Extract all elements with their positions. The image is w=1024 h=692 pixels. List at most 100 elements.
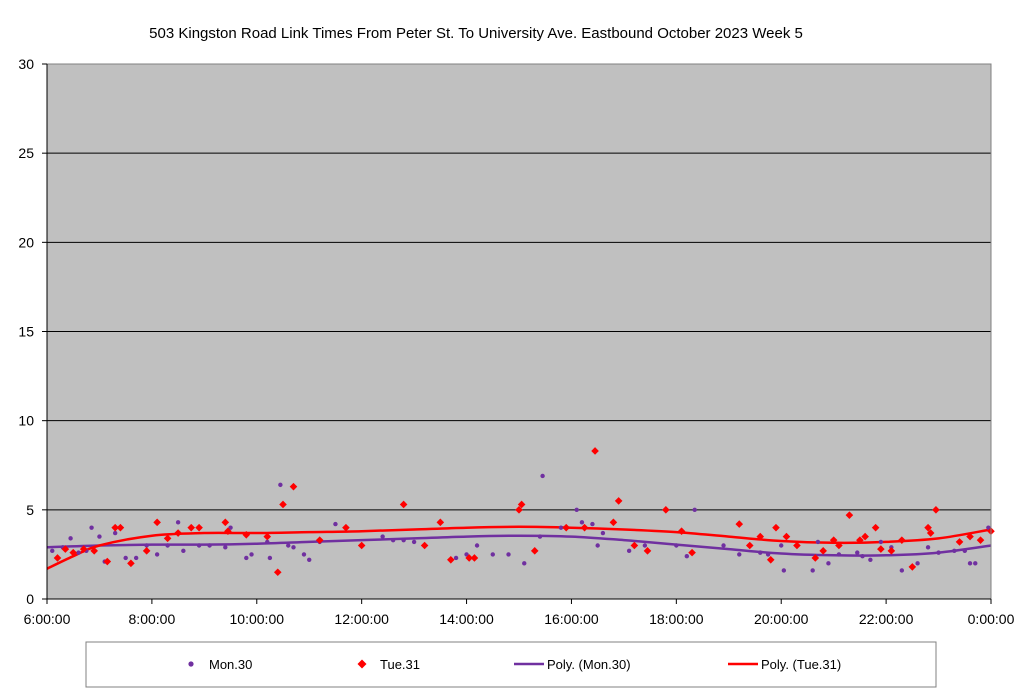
point-tue31 — [174, 529, 182, 537]
point-tue31 — [436, 518, 445, 527]
point-mon30 — [453, 555, 459, 561]
chart-title: 503 Kingston Road Link Times From Peter … — [149, 25, 803, 42]
point-mon30 — [154, 552, 160, 557]
point-tue31 — [79, 545, 88, 553]
point-mon30 — [915, 561, 920, 566]
point-tue31 — [662, 506, 670, 514]
point-mon30 — [590, 521, 595, 527]
point-mon30 — [537, 534, 543, 539]
legend: Mon.30 Tue.31 Poly. (Mon.30) Poly. (Tue.… — [85, 641, 937, 688]
point-tue31 — [793, 541, 801, 550]
point-mon30 — [826, 561, 831, 566]
x-tick-label: 20:00:00 — [754, 611, 809, 627]
point-tue31 — [782, 532, 791, 541]
point-mon30 — [522, 561, 527, 566]
point-tue31 — [955, 538, 964, 546]
x-tick-label: 0:00:00 — [968, 611, 1015, 627]
point-mon30 — [855, 550, 860, 555]
point-tue31 — [976, 536, 985, 544]
point-tue31 — [279, 500, 287, 509]
point-tue31 — [399, 500, 408, 509]
trendline-tue31 — [46, 525, 992, 570]
point-tue31 — [263, 532, 272, 541]
point-tue31 — [53, 554, 62, 562]
point-mon30 — [464, 552, 469, 557]
point-mon30 — [595, 543, 600, 548]
x-tick-label: 22:00:00 — [859, 611, 914, 627]
point-tue31 — [515, 506, 523, 514]
point-mon30 — [692, 507, 697, 513]
point-tue31 — [163, 534, 172, 543]
point-mon30 — [737, 552, 742, 557]
y-axis: 0 5 10 15 20 25 30 — [18, 56, 48, 607]
data-points — [50, 447, 995, 577]
point-mon30 — [301, 552, 307, 557]
point-tue31 — [924, 523, 932, 532]
point-mon30 — [899, 568, 905, 573]
point-tue31 — [111, 523, 119, 532]
legend-label-poly-mon30: Poly. (Mon.30) — [547, 657, 631, 672]
point-tue31 — [887, 547, 896, 555]
point-tue31 — [517, 500, 526, 509]
point-mon30 — [952, 548, 957, 554]
point-tue31 — [530, 547, 539, 555]
point-mon30 — [936, 550, 941, 555]
y-tick-label: 15 — [18, 324, 34, 340]
point-mon30 — [307, 557, 312, 562]
point-mon30 — [579, 520, 585, 525]
trendline-mon30 — [46, 534, 992, 557]
y-tick-label: 10 — [18, 413, 34, 429]
point-tue31 — [735, 520, 744, 528]
point-tue31 — [289, 482, 298, 491]
point-mon30 — [765, 552, 771, 557]
point-mon30 — [490, 552, 495, 557]
point-mon30 — [207, 543, 212, 548]
point-tue31 — [688, 548, 696, 557]
point-tue31 — [932, 506, 940, 514]
point-mon30 — [674, 543, 679, 548]
point-tue31 — [103, 557, 112, 566]
x-axis: 6:00:00 8:00:00 10:00:00 12:00:00 14:00:00 16… — [24, 598, 1015, 627]
point-tue31 — [908, 563, 917, 571]
y-tick-label: 25 — [18, 145, 34, 161]
point-tue31 — [614, 497, 623, 505]
point-tue31 — [153, 518, 161, 527]
point-tue31 — [127, 559, 135, 568]
y-tick-label: 5 — [26, 502, 34, 518]
x-tick-label: 18:00:00 — [649, 611, 704, 627]
point-mon30 — [626, 548, 632, 554]
point-tue31 — [116, 523, 125, 532]
point-tue31 — [819, 547, 827, 555]
point-mon30 — [76, 550, 81, 555]
point-tue31 — [871, 523, 880, 532]
point-tue31 — [195, 523, 203, 532]
point-mon30 — [249, 552, 254, 557]
legend-label-tue31: Tue.31 — [380, 657, 420, 672]
point-mon30 — [278, 482, 283, 488]
x-tick-label: 12:00:00 — [334, 611, 389, 627]
point-mon30 — [558, 525, 564, 530]
x-tick-label: 14:00:00 — [439, 611, 494, 627]
point-mon30 — [286, 543, 291, 548]
point-tue31 — [420, 541, 429, 550]
point-mon30 — [684, 554, 690, 559]
point-tue31 — [772, 523, 780, 532]
point-mon30 — [68, 536, 73, 541]
point-mon30 — [175, 520, 181, 525]
point-tue31 — [677, 527, 686, 536]
point-mon30 — [878, 539, 884, 545]
point-mon30 — [779, 543, 784, 548]
point-mon30 — [89, 525, 94, 530]
point-tue31 — [966, 532, 974, 541]
point-mon30 — [860, 554, 865, 559]
point-tue31 — [342, 523, 350, 532]
point-tue31 — [856, 536, 864, 544]
point-tue31 — [221, 518, 230, 527]
point-tue31 — [90, 547, 98, 555]
point-tue31 — [926, 529, 935, 537]
point-tue31 — [877, 545, 885, 553]
point-tue31 — [357, 541, 366, 550]
point-tue31 — [562, 523, 570, 532]
point-tue31 — [224, 527, 232, 536]
point-tue31 — [745, 541, 754, 550]
